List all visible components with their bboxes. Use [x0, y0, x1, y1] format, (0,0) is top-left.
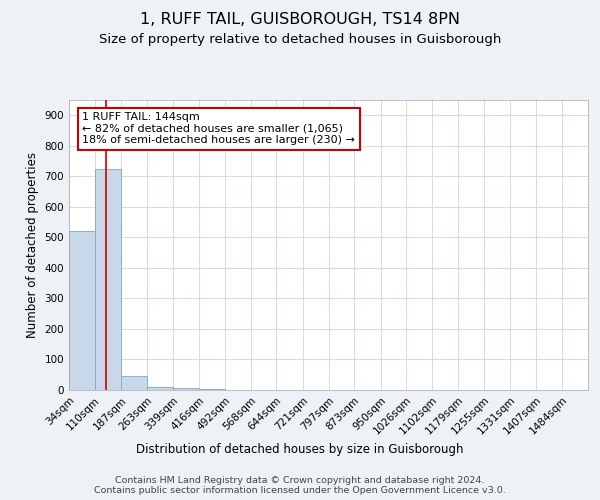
Bar [69, 232, 95, 390]
Bar [95, 168, 121, 390]
Bar [147, 387, 173, 390]
Bar [121, 376, 147, 390]
Text: 1 RUFF TAIL: 144sqm
← 82% of detached houses are smaller (1,065)
18% of semi-det: 1 RUFF TAIL: 144sqm ← 82% of detached ho… [82, 112, 355, 146]
Bar [173, 388, 199, 390]
Text: Size of property relative to detached houses in Guisborough: Size of property relative to detached ho… [99, 32, 501, 46]
Text: Contains HM Land Registry data © Crown copyright and database right 2024.
Contai: Contains HM Land Registry data © Crown c… [94, 476, 506, 495]
Y-axis label: Number of detached properties: Number of detached properties [26, 152, 39, 338]
Text: Distribution of detached houses by size in Guisborough: Distribution of detached houses by size … [136, 442, 464, 456]
Text: 1, RUFF TAIL, GUISBOROUGH, TS14 8PN: 1, RUFF TAIL, GUISBOROUGH, TS14 8PN [140, 12, 460, 28]
